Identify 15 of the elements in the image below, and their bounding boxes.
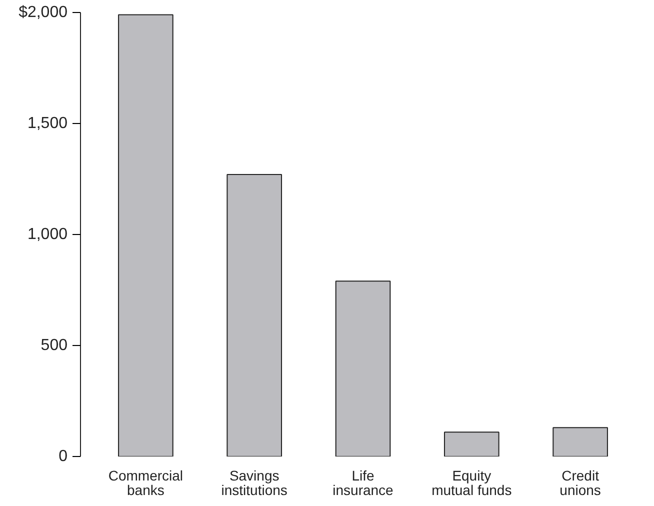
bar <box>444 432 500 456</box>
y-tick-label: $2,000 <box>18 4 68 21</box>
x-tick-label: Equity mutual funds <box>432 468 512 498</box>
bar <box>552 427 608 456</box>
x-tick-label: Credit unions <box>560 468 601 498</box>
y-tick-label: 1,000 <box>27 226 68 243</box>
y-tick-label: 500 <box>40 337 68 354</box>
bar <box>226 174 282 456</box>
bar <box>118 14 174 456</box>
y-tick-label: 0 <box>58 448 68 465</box>
x-tick-label: Commercial banks <box>108 468 184 498</box>
x-tick-label: Savings institutions <box>221 468 288 498</box>
x-tick-label: Life insurance <box>332 468 394 498</box>
y-tick-label: 1,500 <box>27 115 68 132</box>
bar <box>335 280 391 456</box>
